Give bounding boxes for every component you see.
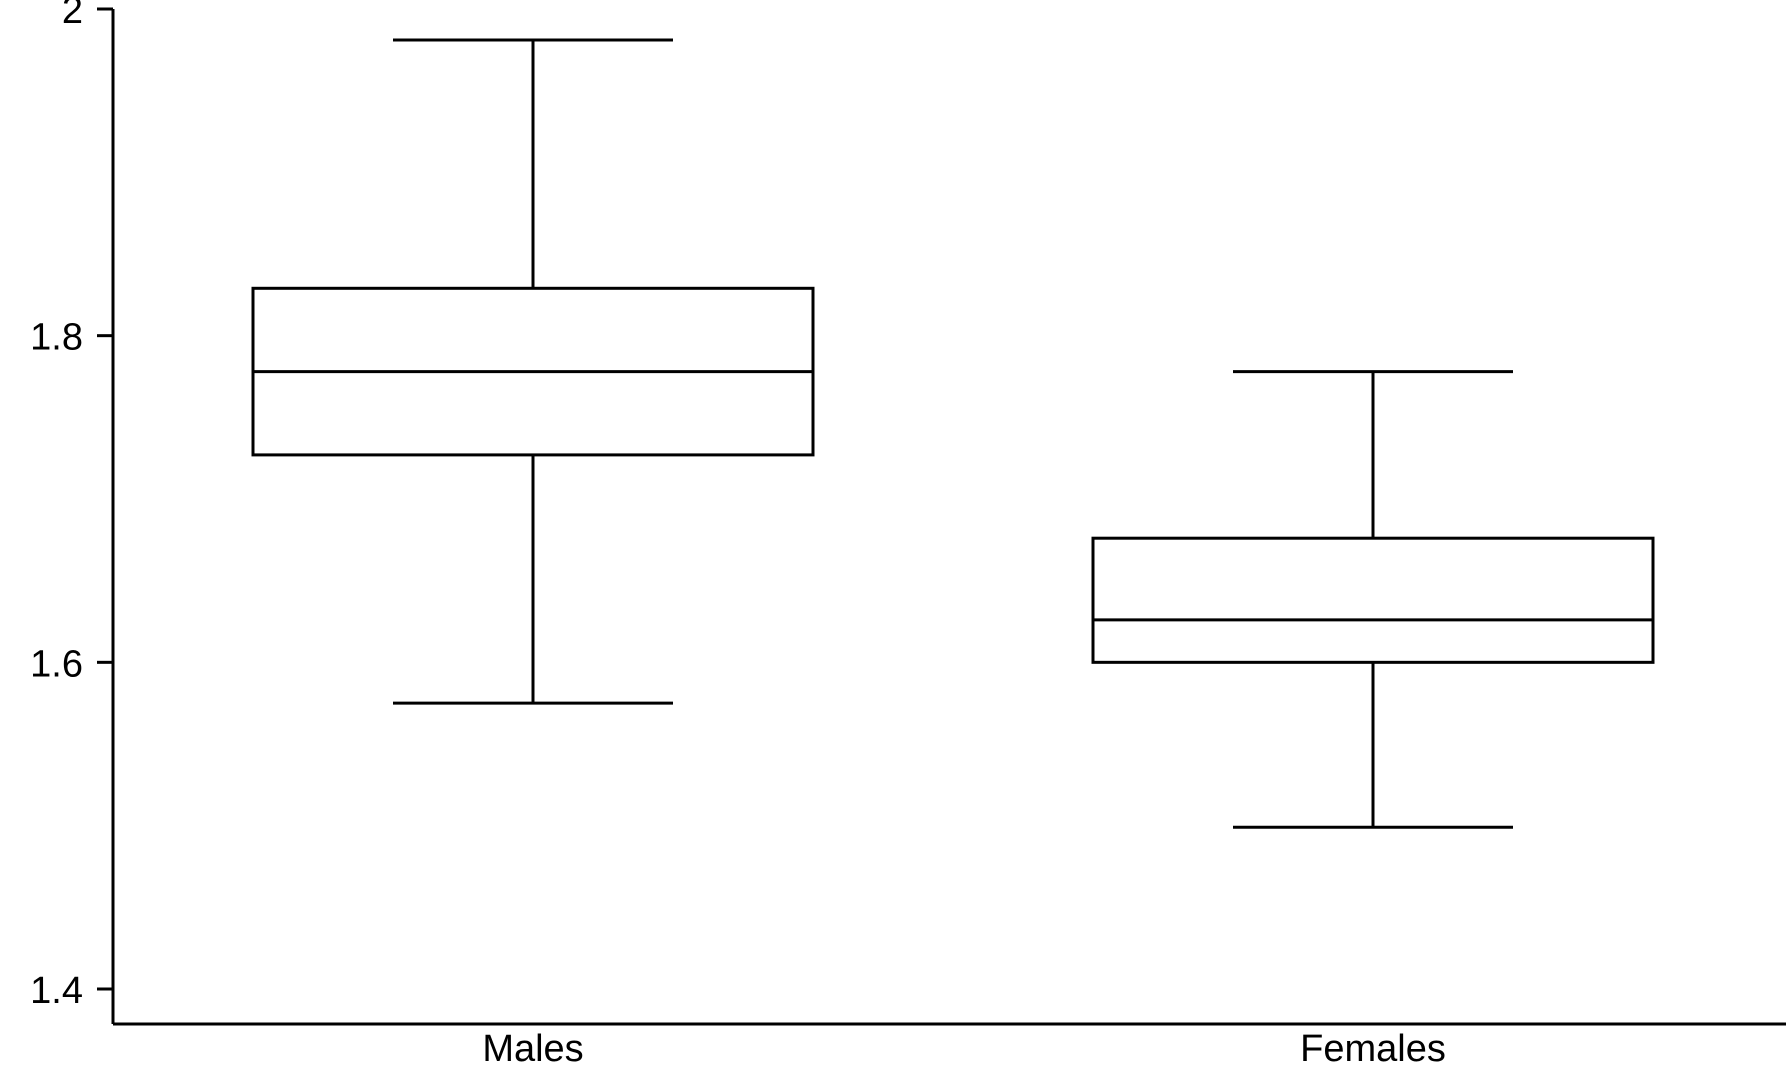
box-females bbox=[1091, 370, 1655, 829]
y-tick-label: 1.4 bbox=[30, 970, 83, 1012]
y-axis: 1.4 1.6 1.8 2 bbox=[30, 0, 115, 1024]
x-category-label: Males bbox=[482, 1028, 583, 1070]
y-tick-label: 1.8 bbox=[30, 317, 83, 359]
x-axis: Males Females bbox=[113, 1022, 1786, 1070]
y-tick-label: 2 bbox=[62, 0, 83, 32]
y-tick-label: 1.6 bbox=[30, 643, 83, 685]
iqr-box bbox=[1091, 536, 1655, 664]
box-males bbox=[251, 38, 815, 705]
box-series bbox=[251, 38, 1655, 829]
x-category-label: Females bbox=[1300, 1028, 1446, 1070]
